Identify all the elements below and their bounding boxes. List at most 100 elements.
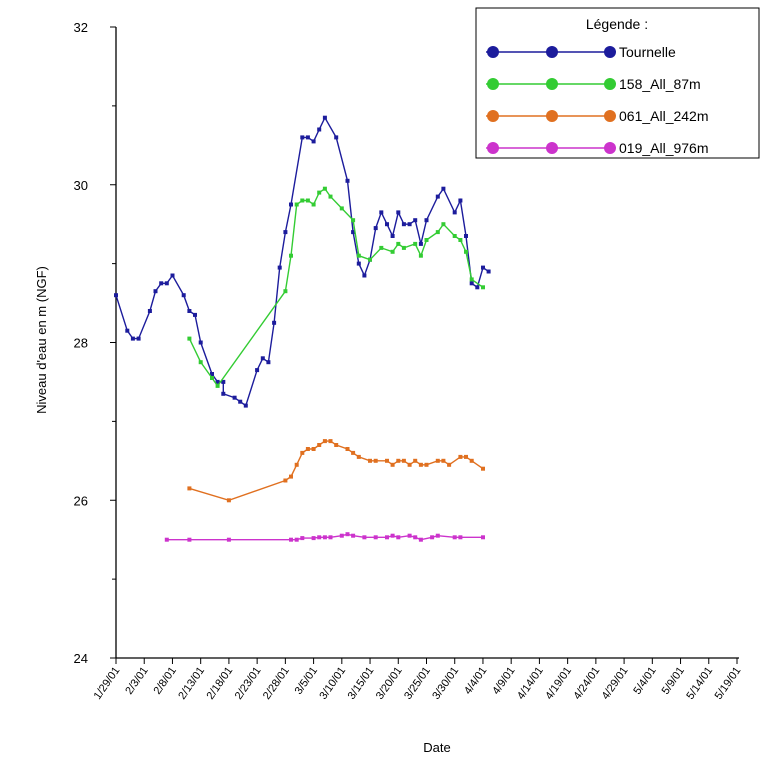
data-point [210,376,214,380]
data-point [345,447,350,451]
legend-label: 019_All_976m [619,140,709,156]
data-point [187,537,192,542]
data-point [317,190,322,195]
series-061_All_242m [187,439,485,503]
data-point [407,462,412,467]
legend-marker [604,46,616,58]
data-point [322,439,327,444]
data-point [294,202,299,207]
data-point [481,285,485,290]
data-point [418,253,423,258]
data-point [226,498,231,503]
y-tick-label: 32 [74,20,88,35]
data-point [441,186,446,191]
data-point [356,253,361,258]
data-point [464,234,468,238]
data-point [215,379,220,384]
data-point [317,535,322,540]
data-point [283,478,288,483]
data-point [136,336,141,341]
legend-label: Tournelle [619,44,676,60]
data-point [153,289,158,294]
legend-entry: 019_All_976m [486,140,709,156]
data-point [283,289,288,294]
data-point [447,462,452,467]
data-point [413,458,418,463]
data-point [317,443,322,447]
data-point [238,399,243,404]
legend-marker [604,78,616,90]
data-point [390,533,395,538]
data-point [390,249,395,254]
legend-entry: Tournelle [486,44,676,60]
data-point [413,535,418,540]
data-point [260,356,265,361]
data-point [198,340,203,345]
series-019_All_976m [164,532,485,542]
data-point [305,135,310,140]
data-point [373,458,378,463]
data-point [373,226,378,231]
data-point [277,265,282,270]
data-point [396,241,401,246]
legend-marker [604,110,616,122]
data-point [362,273,367,278]
data-point [334,443,339,447]
data-point [328,535,333,540]
data-point [272,320,277,325]
legend-marker [487,46,499,58]
data-point [435,194,440,199]
legend-marker [546,142,558,154]
data-point [345,178,350,183]
data-point [481,265,485,270]
data-point [322,535,327,540]
data-point [311,202,316,207]
data-point [193,312,197,317]
legend-entry: 158_All_87m [486,76,701,92]
data-point [339,533,344,538]
data-point [407,533,412,538]
data-point [379,245,384,250]
data-point [452,234,457,238]
data-point [164,537,169,542]
data-point [379,210,384,215]
data-point [266,360,271,365]
data-point [441,458,446,463]
data-point [396,535,401,540]
data-point [356,454,361,459]
data-point [351,533,356,538]
data-point [294,537,299,542]
series-158_All_87m [187,186,485,388]
data-point [255,368,260,373]
data-point [221,391,226,396]
data-point [351,450,356,455]
data-point [435,533,440,538]
data-point [130,336,135,341]
data-point [452,210,457,215]
legend-entry: 061_All_242m [486,108,709,124]
data-point [289,474,293,479]
data-point [464,249,468,254]
y-tick-label: 28 [74,336,88,351]
legend-marker [546,78,558,90]
data-point [311,536,316,541]
data-point [305,447,310,451]
legend-title: Légende : [586,16,648,32]
data-point [441,222,446,227]
series-Tournelle [114,115,491,408]
data-point [458,198,463,203]
legend-marker [487,110,499,122]
x-axis-label: Date [423,740,450,755]
data-point [164,281,169,286]
data-point [435,230,440,235]
legend-marker [487,78,499,90]
data-point [300,198,305,203]
data-point [401,245,406,250]
data-point [385,458,389,463]
data-point [221,379,226,384]
data-point [322,186,327,191]
data-point [328,194,333,199]
legend-label: 061_All_242m [619,108,709,124]
data-point [430,535,435,540]
data-point [351,218,356,223]
